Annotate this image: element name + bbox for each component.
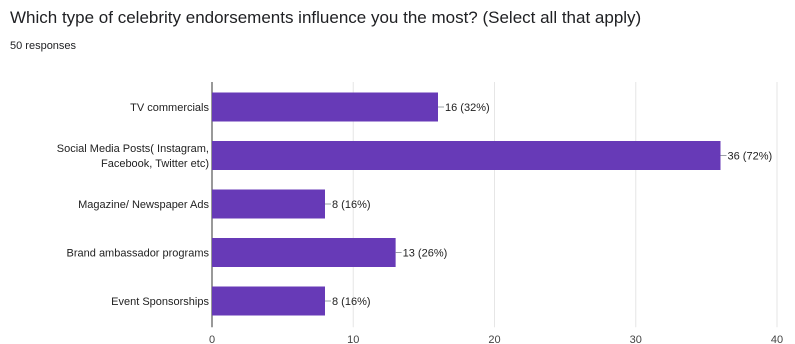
response-count: 50 responses (10, 40, 77, 52)
category-label-line: Magazine/ Newspaper Ads (78, 199, 209, 211)
bars (212, 92, 721, 316)
value-label: 8 (16%) (332, 296, 371, 308)
category-label: Social Media Posts( Instagram, Facebook, … (57, 143, 209, 170)
category-label-line: Brand ambassador programs (67, 248, 210, 260)
value-label: 8 (16%) (332, 199, 371, 211)
bar (212, 141, 721, 170)
category-label: Brand ambassador programs (67, 248, 210, 260)
bar (212, 286, 325, 316)
value-label: 16 (32%) (445, 102, 490, 114)
x-axis-ticks: 0 10 20 30 40 (209, 334, 783, 344)
x-tick-label: 30 (630, 334, 642, 344)
category-label-line: TV commercials (130, 102, 209, 114)
value-labels: 16 (32%) 36 (72%) 8 (16%) 13 (26%) 8 (16%) (325, 102, 772, 308)
category-label: Event Sponsorships (111, 296, 209, 308)
category-label: Magazine/ Newspaper Ads (78, 199, 209, 211)
x-tick-label: 10 (347, 334, 359, 344)
category-label-line: Social Media Posts( Instagram, (57, 143, 209, 155)
question-title: Which type of celebrity endorsements inf… (10, 8, 642, 27)
category-labels: TV commercials Social Media Posts( Instag… (57, 102, 210, 308)
x-tick-label: 40 (771, 334, 783, 344)
x-tick-label: 0 (209, 334, 215, 344)
bar (212, 92, 438, 122)
category-label-line: Facebook, Twitter etc) (101, 158, 209, 170)
bar (212, 189, 325, 219)
value-label: 36 (72%) (728, 151, 773, 163)
bar (212, 238, 396, 267)
value-label: 13 (26%) (403, 248, 448, 260)
category-label-line: Event Sponsorships (111, 296, 209, 308)
category-label: TV commercials (130, 102, 209, 114)
x-tick-label: 20 (488, 334, 500, 344)
